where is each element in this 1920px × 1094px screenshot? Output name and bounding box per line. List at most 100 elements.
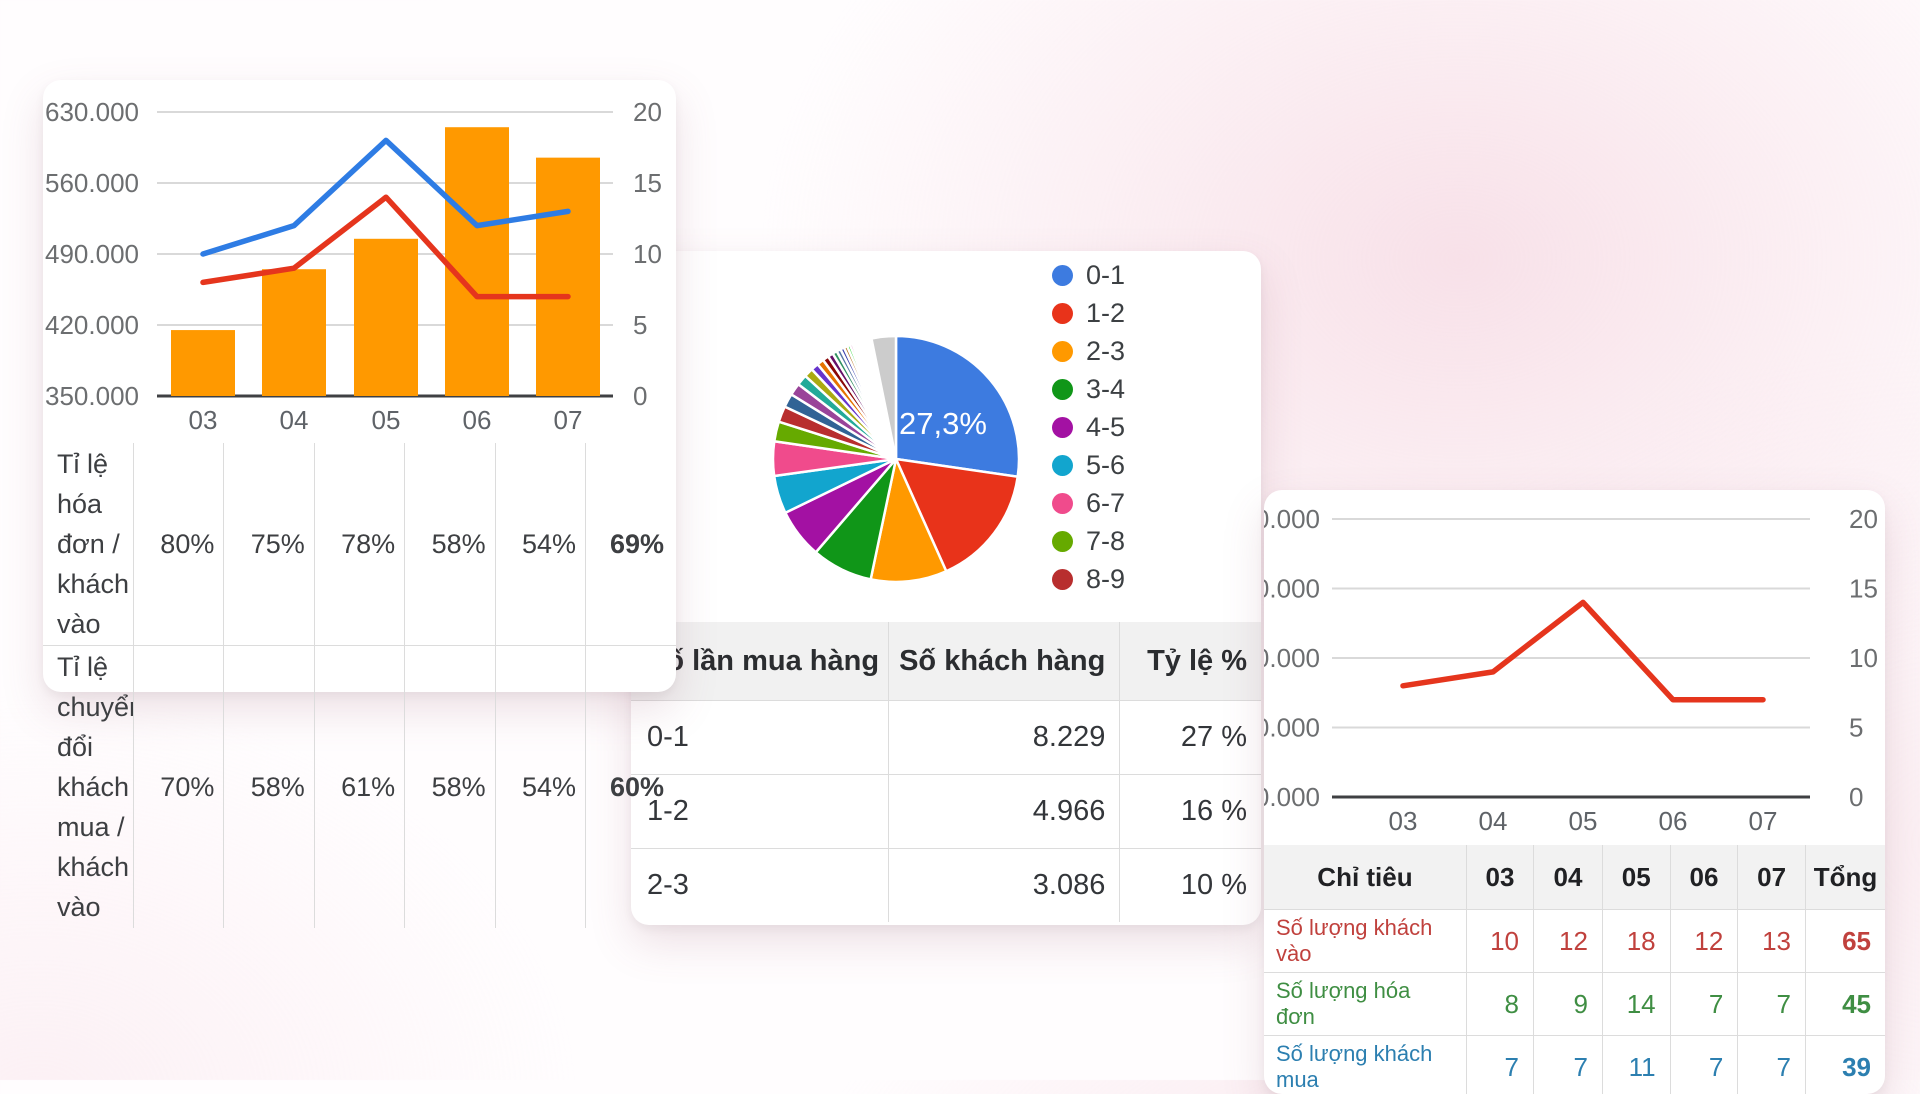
svg-text:04: 04 [1479,806,1508,836]
legend-dot-icon [1052,341,1073,362]
svg-text:60.000: 60.000 [1264,574,1320,604]
ratio-value: 70% [133,646,223,929]
legend-item-0-1: 0-1 [1052,256,1125,294]
column-header: Chỉ tiêu [1264,845,1466,910]
line-series-so-luong-hoa-don [1403,602,1763,699]
svg-text:03: 03 [189,405,218,435]
svg-text:15: 15 [1849,574,1878,604]
svg-text:50.000: 50.000 [1264,782,1320,812]
kpi-value: 7 [1670,973,1738,1036]
legend-label: 2-3 [1086,336,1125,367]
legend-dot-icon [1052,265,1073,286]
column-header: 05 [1602,845,1670,910]
kpi-value: 11 [1602,1036,1670,1094]
kpi-value: 45 [1805,973,1885,1036]
y-axis-right-labels: 20 15 10 5 0 [1849,504,1878,812]
legend-label: 0-1 [1086,260,1125,291]
kpi-value: 12 [1670,910,1738,973]
column-header: 04 [1534,845,1603,910]
row-label: Tỉ lệ chuyển đổi khách mua / khách vào [43,646,133,929]
bar [354,239,418,396]
svg-text:560.000: 560.000 [45,168,139,198]
legend-item-7-8: 7-8 [1052,522,1125,560]
legend-label: 4-5 [1086,412,1125,443]
bar [445,127,509,396]
svg-text:07: 07 [1749,806,1778,836]
bar [262,269,326,396]
ratio-value: 58% [405,646,495,929]
gridlines [1332,519,1810,797]
table-cell: 3.086 [888,849,1120,923]
kpi-value: 7 [1466,1036,1533,1094]
svg-text:0: 0 [633,381,647,411]
kpi-value: 12 [1534,910,1603,973]
ratio-value: 78% [314,443,404,646]
svg-text:20: 20 [633,97,662,127]
legend-dot-icon [1052,493,1073,514]
svg-text:07: 07 [554,405,583,435]
legend-dot-icon [1052,569,1073,590]
kpi-label: Số lượng hóa đơn [1264,973,1466,1036]
line-chart-card: 30.000 60.000 90.000 20.000 50.000 20 15 10 5 00 3… [1264,490,1885,1094]
kpi-value: 39 [1805,1036,1885,1094]
svg-text:10: 10 [1849,643,1878,673]
svg-text:30.000: 30.000 [1264,504,1320,534]
table-cell: 10 % [1120,849,1261,923]
kpi-value: 10 [1466,910,1533,973]
kpi-value: 14 [1602,973,1670,1036]
svg-text:90.000: 90.000 [1264,643,1320,673]
svg-text:5: 5 [633,310,647,340]
legend-item-3-4: 3-4 [1052,370,1125,408]
table-cell: 8.229 [888,701,1120,775]
table-cell: 4.966 [888,775,1120,849]
svg-text:0: 0 [1849,782,1863,812]
svg-text:20: 20 [1849,504,1878,534]
svg-text:05: 05 [1569,806,1598,836]
kpi-value: 9 [1534,973,1603,1036]
y-axis-left-labels: 30.000 60.000 90.000 20.000 50.000 [1264,504,1320,812]
kpi-value: 7 [1738,973,1806,1036]
kpi-label: Số lượng khách vào [1264,910,1466,973]
bar [171,330,235,396]
svg-text:20.000: 20.000 [1264,713,1320,743]
legend-label: 5-6 [1086,450,1125,481]
row-label: Tỉ lệ hóa đơn / khách vào [43,443,133,646]
svg-text:5: 5 [1849,713,1863,743]
table-cell: 16 % [1120,775,1261,849]
line-chart: 30.000 60.000 90.000 20.000 50.000 20 15 10 5 00 3… [1264,490,1885,840]
legend-label: 3-4 [1086,374,1125,405]
bar-series-doanh-thu-bars [171,127,600,396]
ratio-value: 69% [586,443,676,646]
kpi-label: Số lượng khách mua [1264,1036,1466,1094]
legend-item-5-6: 5-6 [1052,446,1125,484]
legend-label: 7-8 [1086,526,1125,557]
pie-slices [773,336,1019,582]
svg-text:350.000: 350.000 [45,381,139,411]
legend-item-2-3: 2-3 [1052,332,1125,370]
legend-dot-icon [1052,303,1073,324]
pie-slice-label: 27,3% [899,406,987,441]
legend-item-6-7: 6-7 [1052,484,1125,522]
svg-text:05: 05 [372,405,401,435]
table-row: Tỉ lệ chuyển đổi khách mua / khách vào70… [43,646,676,929]
column-header: 06 [1670,845,1738,910]
legend-item-8-9: 8-9 [1052,560,1125,598]
ratio-value: 61% [314,646,404,929]
combo-bar-line-chart: 630.000560.000490.000420.000350.00020151… [43,80,676,443]
svg-text:10: 10 [633,239,662,269]
